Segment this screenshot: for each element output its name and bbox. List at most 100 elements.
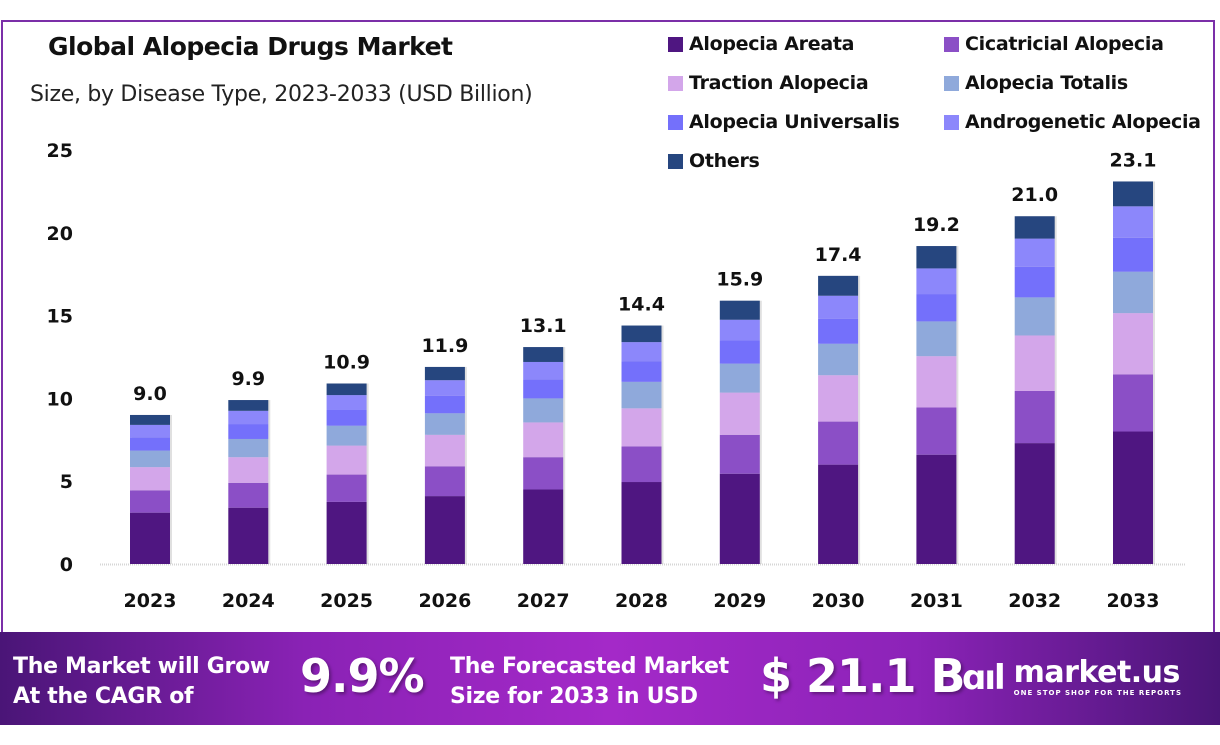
chart-title: Global Alopecia Drugs Market: [48, 32, 453, 61]
cagr-caption-line1: The Market will Grow: [13, 654, 270, 679]
chart-frame: [1, 20, 1215, 720]
bar-segment-cicatricial-alopecia: [228, 482, 269, 508]
bar-segment-cicatricial-alopecia: [326, 474, 367, 502]
bar-segment-alopecia-areata: [424, 496, 465, 564]
bar-segment-alopecia-totalis: [818, 343, 859, 376]
bar-segment-alopecia-totalis: [621, 381, 662, 409]
logo-text: market.us ONE STOP SHOP FOR THE REPORTS: [1013, 655, 1182, 698]
bar-segment-alopecia-areata: [719, 473, 760, 564]
bar-segment-androgenetic-alopecia: [916, 268, 957, 295]
total-data-label: 19.2: [913, 214, 960, 236]
x-tick-label: 2026: [418, 590, 471, 612]
bar-segment-alopecia-universalis: [523, 379, 564, 399]
y-tick-label: 10: [47, 388, 73, 410]
bar-segment-others: [523, 347, 564, 362]
bar-segment-alopecia-totalis: [523, 398, 564, 423]
bar-segment-androgenetic-alopecia: [1113, 206, 1153, 238]
x-tick-label: 2023: [124, 590, 177, 612]
bar-segment-alopecia-universalis: [424, 395, 465, 414]
bar-segment-others: [719, 300, 760, 320]
x-tick-label: 2031: [910, 590, 963, 612]
bar-segment-alopecia-totalis: [424, 413, 465, 435]
bar-segment-cicatricial-alopecia: [621, 446, 662, 483]
bar-segment-traction-alopecia: [916, 356, 957, 408]
bar-segment-alopecia-universalis: [1014, 266, 1055, 298]
bar-segment-alopecia-universalis: [818, 318, 859, 344]
legend-item-alopecia-areata: Alopecia Areata: [668, 33, 854, 55]
bar-segment-others: [130, 414, 170, 425]
bar-segment-alopecia-areata: [916, 454, 957, 564]
chart-subtitle: Size, by Disease Type, 2023-2033 (USD Bi…: [30, 82, 533, 107]
legend-label: Cicatricial Alopecia: [965, 33, 1164, 55]
bar-segment-alopecia-totalis: [130, 450, 170, 468]
logo-name: market.us: [1013, 655, 1181, 690]
bar-segment-alopecia-totalis: [916, 321, 957, 357]
legend-swatch: [668, 153, 683, 169]
legend-label: Others: [689, 150, 760, 172]
legend-swatch: [668, 114, 683, 130]
x-tick-label: 2027: [517, 590, 570, 612]
total-data-label: 10.9: [323, 351, 370, 373]
bar-segment-others: [1014, 216, 1055, 239]
legend-swatch: [944, 75, 959, 91]
x-tick-label: 2028: [615, 590, 668, 612]
logo-tagline: ONE STOP SHOP FOR THE REPORTS: [1013, 689, 1182, 697]
stacked-bar-chart: 05101520259.020239.9202410.9202511.92026…: [47, 140, 1185, 612]
summary-banner: The Market will Grow At the CAGR of 9.9%…: [0, 632, 1220, 725]
bar-segment-androgenetic-alopecia: [1014, 238, 1055, 267]
bar-segment-androgenetic-alopecia: [523, 361, 564, 380]
logo-icon: ɑıl: [962, 658, 1006, 698]
x-tick-label: 2029: [713, 590, 766, 612]
cagr-value: 9.9%: [300, 649, 425, 703]
bar-segment-cicatricial-alopecia: [1014, 390, 1055, 444]
y-tick-label: 20: [47, 223, 73, 245]
bar-segment-alopecia-totalis: [1113, 271, 1153, 314]
legend-item-alopecia-universalis: Alopecia Universalis: [668, 111, 900, 133]
legend-swatch: [944, 114, 959, 130]
bar-segment-traction-alopecia: [424, 434, 465, 467]
total-data-label: 21.0: [1011, 184, 1058, 206]
bar-segment-alopecia-areata: [523, 489, 564, 564]
bar-segment-alopecia-universalis: [228, 424, 269, 439]
bar-segment-traction-alopecia: [130, 467, 170, 491]
bar-segment-cicatricial-alopecia: [719, 434, 760, 474]
bar-segment-alopecia-areata: [818, 464, 859, 564]
bar-segment-others: [916, 246, 957, 269]
total-data-label: 23.1: [1110, 149, 1157, 171]
bar-segment-alopecia-areata: [228, 507, 269, 564]
bar-segment-androgenetic-alopecia: [818, 295, 859, 319]
bar-segment-androgenetic-alopecia: [719, 319, 760, 341]
x-tick-label: 2024: [222, 590, 275, 612]
bar-segment-others: [424, 366, 465, 381]
bar-segment-cicatricial-alopecia: [424, 466, 465, 497]
forecast-caption-line1: The Forecasted Market: [450, 654, 729, 679]
y-tick-label: 15: [47, 306, 73, 328]
forecast-caption: The Forecasted Market Size for 2033 in U…: [450, 652, 729, 712]
bar-segment-alopecia-universalis: [326, 409, 367, 426]
x-tick-label: 2033: [1107, 590, 1160, 612]
bar-segment-androgenetic-alopecia: [130, 424, 170, 438]
bar-segment-androgenetic-alopecia: [326, 395, 367, 410]
bar-segment-alopecia-totalis: [1014, 297, 1055, 336]
y-tick-label: 0: [60, 554, 73, 576]
total-data-label: 15.9: [716, 269, 763, 291]
bar-segment-cicatricial-alopecia: [130, 490, 170, 513]
legend-label: Alopecia Areata: [689, 33, 855, 55]
bar-segment-alopecia-totalis: [326, 425, 367, 446]
bar-segment-traction-alopecia: [1014, 335, 1055, 391]
bar-segment-alopecia-areata: [130, 512, 170, 564]
bar-segment-others: [228, 400, 269, 411]
bar-segment-cicatricial-alopecia: [1113, 374, 1153, 432]
cagr-caption-line2: At the CAGR of: [13, 684, 194, 709]
total-data-label: 9.0: [133, 383, 167, 405]
legend-label: Traction Alopecia: [689, 72, 869, 94]
total-data-label: 11.9: [421, 335, 468, 357]
legend-label: Androgenetic Alopecia: [965, 111, 1201, 133]
legend-label: Alopecia Totalis: [965, 72, 1128, 94]
bar-segment-alopecia-universalis: [719, 340, 760, 364]
legend-swatch: [944, 36, 959, 52]
total-data-label: 9.9: [231, 368, 265, 390]
bar-segment-androgenetic-alopecia: [621, 342, 662, 362]
bar-segment-alopecia-areata: [621, 482, 662, 564]
legend-item-others: Others: [668, 150, 760, 172]
